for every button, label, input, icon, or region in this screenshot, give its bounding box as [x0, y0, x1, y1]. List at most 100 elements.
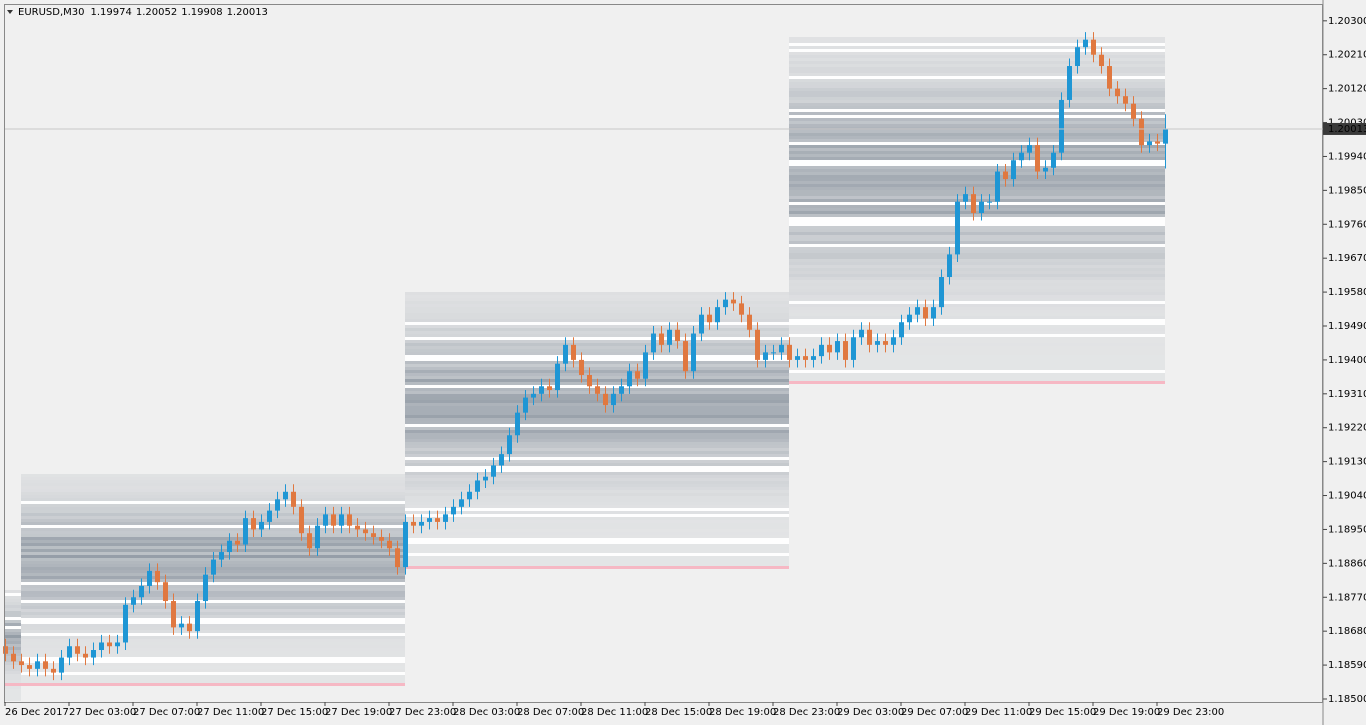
candle-body — [211, 559, 216, 575]
profile-row — [789, 256, 1165, 259]
profile-row — [405, 400, 789, 403]
candle-body — [435, 518, 440, 522]
profile-row — [789, 370, 1165, 373]
profile-row — [789, 52, 1165, 55]
candle-body — [739, 303, 744, 315]
candle-body — [475, 480, 480, 492]
candle-body — [859, 329, 864, 338]
profile-row — [789, 313, 1165, 316]
profile-row — [5, 668, 21, 671]
profile-row — [21, 549, 405, 552]
menu-arrow[interactable] — [7, 10, 13, 14]
profile-base-line — [789, 381, 1165, 384]
candle-body — [363, 529, 368, 534]
candles — [3, 32, 1168, 681]
candle-body — [243, 518, 248, 545]
profile-row — [789, 73, 1165, 76]
profile-row — [21, 618, 405, 621]
profile-row — [789, 277, 1165, 280]
y-tick-label: 1.18770 — [1328, 592, 1366, 603]
profile-row — [21, 657, 405, 660]
profile-row — [789, 217, 1165, 220]
profile-row — [21, 621, 405, 624]
x-tick-label: 28 Dec 19:00 — [709, 707, 776, 718]
profile-row — [5, 611, 21, 614]
profile-row — [789, 175, 1165, 178]
profile-row — [789, 187, 1165, 190]
candle-body — [915, 307, 920, 315]
x-tick-label: 28 Dec 23:00 — [773, 707, 840, 718]
profile-row — [405, 406, 789, 409]
candle-body — [547, 386, 552, 391]
profile-row — [21, 543, 405, 546]
candle-body — [531, 393, 536, 398]
candle-body — [931, 307, 936, 319]
profile-row — [789, 46, 1165, 49]
profile-row — [789, 148, 1165, 151]
profile-row — [405, 520, 789, 523]
candle-body — [251, 518, 256, 530]
profile-row — [405, 490, 789, 493]
candle-body — [707, 314, 712, 323]
profile-row — [789, 244, 1165, 247]
profile-row — [405, 313, 789, 316]
candle-body — [275, 499, 280, 511]
profile-row — [21, 528, 405, 531]
candle-body — [3, 646, 8, 654]
profile-base-line — [21, 683, 405, 686]
candle-body — [803, 356, 808, 360]
candle-body — [427, 518, 432, 522]
profile-row — [405, 448, 789, 451]
profile-row — [5, 674, 21, 677]
y-tick-label: 1.18680 — [1328, 626, 1366, 637]
candle-body — [491, 465, 496, 477]
profile-row — [5, 593, 21, 596]
profile-row — [789, 379, 1165, 382]
profile-row — [789, 163, 1165, 166]
profile-row — [789, 283, 1165, 286]
profile-row — [789, 193, 1165, 196]
profile-row — [5, 617, 21, 620]
candle-body — [1027, 145, 1032, 153]
profile-row — [789, 208, 1165, 211]
profile-row — [789, 316, 1165, 319]
candle-body — [187, 623, 192, 632]
close-value: 1.20013 — [227, 7, 268, 18]
candle-body — [403, 521, 408, 568]
candle-body — [259, 521, 264, 530]
y-tick-label: 1.19760 — [1328, 219, 1366, 230]
profile-row — [789, 112, 1165, 115]
profile-row — [405, 376, 789, 379]
profile-row — [405, 460, 789, 463]
x-tick-label: 28 Dec 15:00 — [645, 707, 712, 718]
profile-row — [405, 322, 789, 325]
candle-body — [371, 533, 376, 537]
profile-row — [5, 692, 21, 695]
profile-row — [789, 67, 1165, 70]
candle-body — [595, 386, 600, 394]
profile-row — [405, 361, 789, 364]
candle-body — [619, 386, 624, 394]
profile-row — [789, 292, 1165, 295]
profile-row — [789, 367, 1165, 370]
profile-row — [789, 253, 1165, 256]
profile-row — [405, 298, 789, 301]
profile-row — [405, 403, 789, 406]
candle-body — [107, 642, 112, 647]
profile-row — [405, 526, 789, 529]
profile-row — [5, 644, 21, 647]
profile-row — [5, 686, 21, 689]
profile-row — [789, 154, 1165, 157]
x-tick-label: 27 Dec 07:00 — [133, 707, 200, 718]
profile-row — [405, 484, 789, 487]
profile-base-line — [405, 566, 789, 569]
profile-row — [405, 304, 789, 307]
y-tick-label: 1.20210 — [1328, 50, 1366, 61]
candle-body — [1091, 39, 1096, 55]
candle-body — [1115, 88, 1120, 97]
profile-row — [405, 319, 789, 322]
candle-body — [755, 329, 760, 360]
candle-body — [35, 661, 40, 669]
profile-row — [405, 418, 789, 421]
profile-row — [405, 514, 789, 517]
